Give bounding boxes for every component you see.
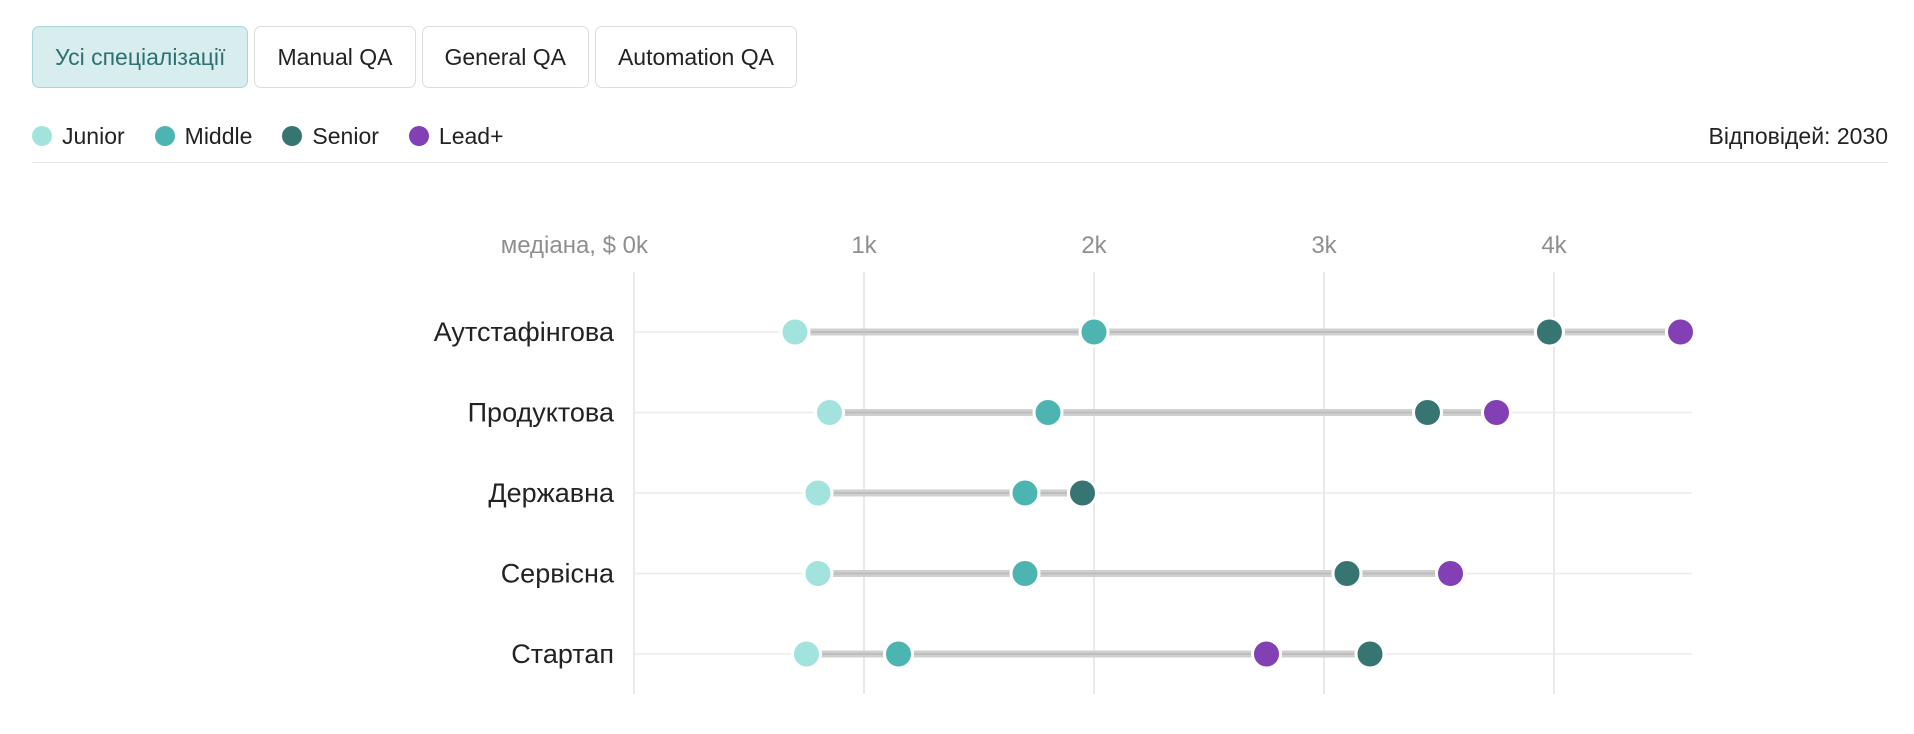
tab-manual-qa[interactable]: Manual QA (254, 26, 416, 88)
legend: Junior Middle Senior Lead+ (32, 116, 1888, 156)
legend-dot-icon (154, 126, 175, 146)
category-label: Продуктова (468, 398, 615, 428)
tab-general-qa[interactable]: General QA (421, 26, 589, 88)
tab-усі-спеціалізації[interactable]: Усі спеціалізації (32, 26, 249, 88)
dot-senior (1067, 477, 1098, 509)
x-tick-label: 3k (1311, 232, 1337, 259)
dot-middle (1009, 558, 1041, 589)
dot-middle (883, 638, 914, 670)
legend-item-middle: Middle (154, 122, 253, 150)
dot-lead-plus (1481, 397, 1512, 428)
legend-label: Middle (184, 122, 253, 149)
dot-junior (791, 638, 822, 670)
dot-junior (814, 397, 845, 428)
category-label: Сервісна (501, 559, 615, 589)
dot-lead-plus (1251, 638, 1282, 670)
dot-junior (802, 477, 834, 509)
tab-automation-qa[interactable]: Automation QA (594, 26, 797, 88)
specialization-tabs: Усі спеціалізації Manual QA General QA Auto… (32, 26, 797, 88)
dot-junior (779, 316, 811, 348)
legend-row: Junior Middle Senior Lead+ Відповідей: 2030 (32, 116, 1888, 163)
dot-senior (1533, 316, 1565, 348)
legend-dot-icon (408, 126, 429, 146)
dot-middle (1009, 477, 1041, 509)
x-tick-label: 4k (1541, 232, 1567, 259)
x-tick-label: медіана, $ 0k (501, 232, 649, 259)
dot-lead-plus (1435, 558, 1466, 589)
dot-lead-plus (1665, 316, 1696, 348)
category-label: Аутстафінгова (434, 317, 615, 347)
legend-item-junior: Junior (32, 123, 125, 150)
dot-senior (1331, 558, 1363, 589)
legend-dot-icon (32, 126, 52, 146)
legend-label: Junior (62, 122, 125, 149)
dot-middle (1032, 397, 1064, 428)
dot-senior (1412, 397, 1443, 428)
legend-item-lead-plus: Lead+ (408, 122, 504, 150)
category-label: Державна (488, 478, 615, 508)
dot-senior (1354, 638, 1386, 670)
legend-item-senior: Senior (282, 122, 379, 150)
legend-label: Senior (312, 122, 379, 149)
legend-label: Lead+ (438, 122, 504, 149)
responses-count: Відповідей: 2030 (1708, 122, 1888, 149)
category-label: Стартап (511, 639, 614, 669)
dot-middle (1078, 316, 1110, 348)
x-tick-label: 2k (1081, 232, 1107, 259)
legend-dot-icon (282, 126, 303, 146)
dot-junior (802, 558, 834, 589)
x-tick-label: 1k (851, 232, 877, 259)
